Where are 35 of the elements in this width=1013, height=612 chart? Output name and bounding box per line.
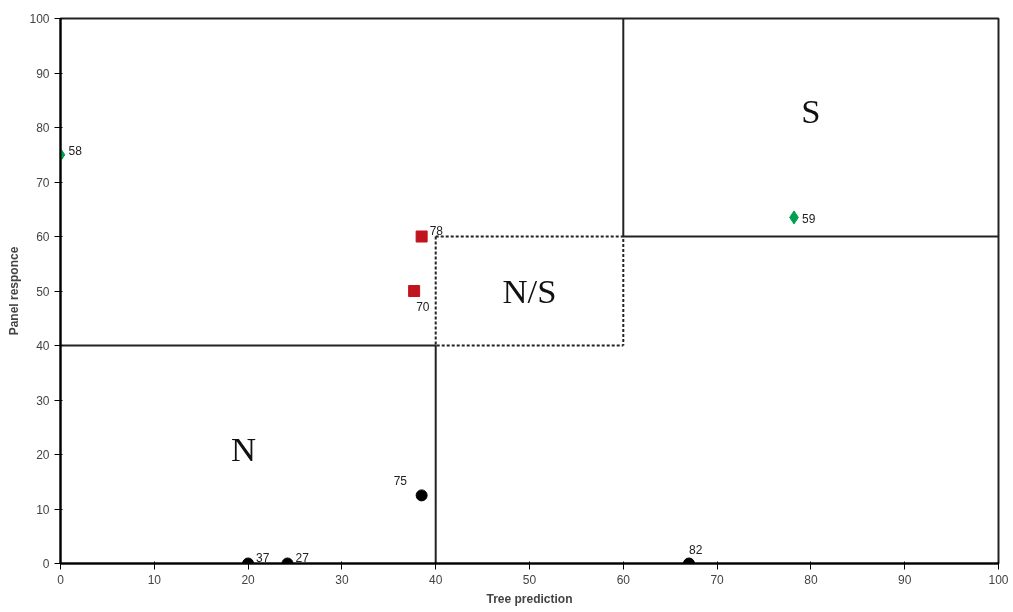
- y-axis-title: Panel responce: [7, 246, 22, 336]
- x-tick-label: 100: [988, 572, 1009, 587]
- x-axis-title: Tree prediction: [486, 591, 573, 606]
- x-tick-label: 40: [429, 572, 443, 587]
- y-tick-label: 40: [36, 339, 50, 353]
- annotation: N/S: [502, 272, 557, 310]
- annotation: 82: [688, 542, 703, 557]
- y-tick-label: 20: [36, 448, 50, 462]
- annotation: 27: [295, 550, 310, 565]
- annotation: 37: [256, 550, 270, 565]
- y-tick-label: 90: [36, 66, 50, 81]
- annotation: 58: [68, 143, 83, 158]
- y-tick-label: 70: [36, 175, 50, 190]
- x-tick-label: 20: [241, 572, 256, 587]
- x-tick-label: 0: [57, 572, 65, 587]
- x-tick-label: 80: [804, 572, 818, 587]
- annotation: 75: [393, 474, 408, 489]
- annotation: N: [230, 430, 256, 469]
- x-tick-label: 30: [335, 572, 349, 587]
- annotation: 70: [416, 300, 430, 314]
- x-tick-label: 50: [522, 572, 537, 587]
- x-tick-label: 70: [710, 572, 725, 587]
- y-tick-label: 100: [29, 12, 50, 26]
- y-tick-label: 50: [36, 284, 50, 299]
- y-tick-label: 10: [36, 502, 50, 517]
- y-tick-label: 80: [36, 121, 50, 135]
- x-tick-label: 60: [616, 572, 631, 587]
- x-tick-label: 90: [898, 572, 912, 587]
- y-tick-label: 60: [36, 230, 50, 244]
- annotation: 78: [429, 223, 444, 238]
- y-tick-label: 30: [36, 393, 50, 408]
- annotation: S: [801, 92, 821, 131]
- x-tick-label: 10: [147, 572, 162, 587]
- annotation: 59: [802, 212, 816, 227]
- y-tick-label: 0: [42, 557, 50, 571]
